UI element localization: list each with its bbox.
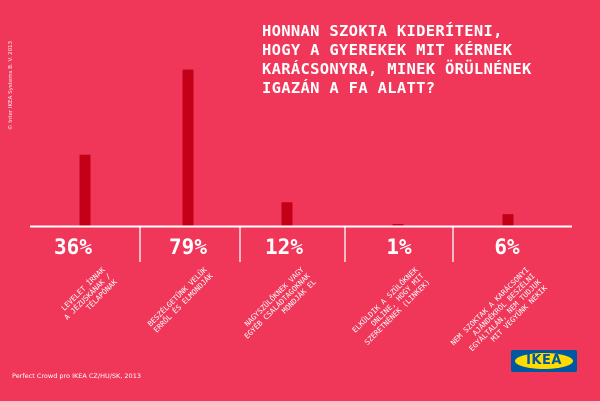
title-line: KARÁCSONYRA, MINEK ÖRÜLNÉNEK bbox=[262, 60, 532, 78]
logo-oval bbox=[515, 353, 573, 369]
bar-4 bbox=[392, 224, 404, 226]
value-label-2: 79% bbox=[169, 235, 207, 259]
category-label-line: ERRŐL ÉS ELMONDJÁK bbox=[152, 271, 215, 334]
title-line: IGAZÁN A FA ALATT? bbox=[262, 79, 436, 97]
ikea-logo: IKEA bbox=[511, 350, 577, 372]
copyright-note: © Inter IKEA Systems B. V. 2013 bbox=[8, 40, 14, 130]
bar-2 bbox=[182, 69, 194, 226]
value-label-5: 6% bbox=[494, 235, 520, 259]
source-note: Perfect Crowd pro IKEA CZ/HU/SK, 2013 bbox=[12, 372, 141, 380]
title-line: HOGY A GYEREKEK MIT KÉRNEK bbox=[262, 41, 513, 59]
bar-3 bbox=[281, 202, 293, 226]
bar-1 bbox=[79, 154, 91, 226]
value-label-4: 1% bbox=[386, 235, 412, 259]
title-line: HONNAN SZOKTA KIDERÍTENI, bbox=[262, 22, 503, 40]
logo-text: IKEA bbox=[526, 353, 562, 368]
category-label-line: EGYÉB CSALÁDTAGOKNAK bbox=[242, 271, 312, 341]
value-label-3: 12% bbox=[265, 235, 303, 259]
value-label-1: 36% bbox=[54, 235, 92, 259]
category-label-line: BESZÉLGETÜNK VELÜK bbox=[146, 265, 209, 328]
category-label-line: ONLINE, HOGY MIT bbox=[369, 271, 426, 328]
chart-title: HONNAN SZOKTA KIDERÍTENI, HOGY A GYEREKE… bbox=[262, 22, 592, 98]
bar-5 bbox=[502, 214, 514, 226]
